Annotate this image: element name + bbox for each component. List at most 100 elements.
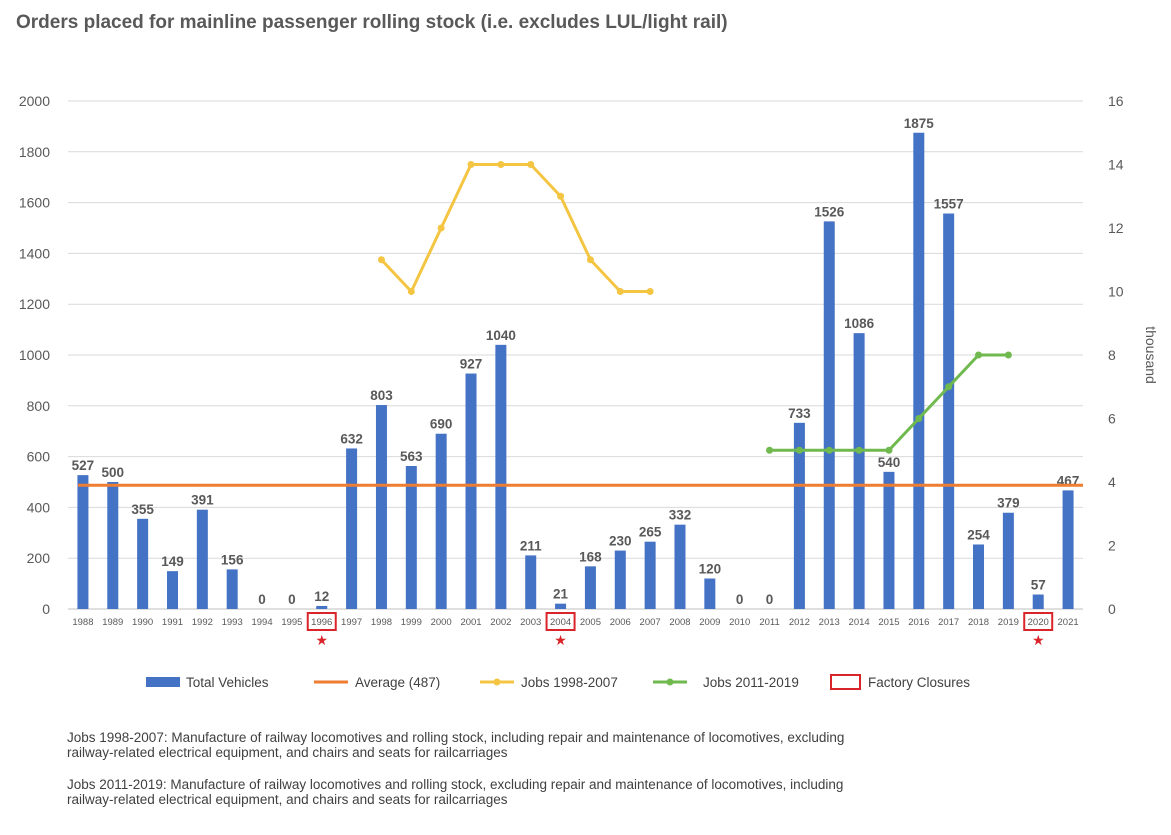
bar-2019: [1002, 512, 1014, 609]
x-tick-label-2009: 2009: [699, 617, 720, 628]
x-axis: 1988 1989 1990 1991 1992 1993 1994 1995 1996 ★ 199…: [72, 612, 1079, 649]
factory-closure-box-2020: [1023, 612, 1054, 631]
x-tick-label-2010: 2010: [729, 617, 750, 628]
left-tick-label: 1800: [19, 144, 50, 160]
x-tick-label-1995: 1995: [281, 617, 302, 628]
bar-2000: [435, 433, 447, 609]
factory-closure-star-2004: ★: [554, 633, 567, 649]
bar-label-2015: 540: [878, 455, 901, 470]
x-tick-label-2001: 2001: [460, 617, 481, 628]
right-tick-label: 2: [1108, 538, 1116, 554]
bar-2002: [495, 344, 507, 609]
x-tick-label-2021: 2021: [1058, 617, 1079, 628]
jobs-point-2017: [945, 383, 953, 391]
bar-label-1995: 0: [288, 592, 296, 607]
right-tick-label: 4: [1108, 474, 1116, 490]
x-tick-label-2002: 2002: [490, 617, 511, 628]
left-tick-label: 1600: [19, 195, 50, 211]
bar-label-1998: 803: [370, 388, 393, 403]
bar-label-2011: 0: [766, 592, 774, 607]
jobs-point-2007: [646, 288, 654, 295]
bar-label-1988: 527: [72, 458, 95, 473]
jobs-line-1: [380, 163, 651, 293]
jobs-point-2016: [915, 415, 923, 422]
x-tick-label-2019: 2019: [998, 617, 1019, 628]
bar-2008: [674, 524, 686, 609]
right-tick-label: 6: [1108, 411, 1116, 427]
x-tick-label-1989: 1989: [102, 617, 123, 628]
left-tick-label: 1000: [19, 347, 50, 363]
bar-2017: [943, 213, 955, 609]
x-tick-label-1991: 1991: [162, 617, 183, 628]
jobs-point-2002: [497, 161, 505, 168]
bar-label-1989: 500: [102, 465, 125, 480]
bar-label-2019: 379: [997, 496, 1020, 511]
footnote-jobs-2011-2019: Jobs 2011-2019: Manufacture of railway l…: [67, 777, 844, 807]
bar-1990: [137, 518, 149, 609]
left-tick-label: 2000: [19, 93, 50, 109]
bar-2013: [823, 221, 835, 609]
jobs-point-1999: [407, 288, 415, 295]
x-tick-label-2011: 2011: [759, 617, 779, 628]
bar-label-2020: 57: [1031, 578, 1046, 593]
bar-label-1994: 0: [258, 592, 266, 607]
left-tick-label: 1200: [19, 296, 50, 312]
legend-label-jobs-1: Jobs 1998-2007: [521, 675, 618, 690]
bar-label-1990: 355: [131, 502, 154, 517]
bar-2005: [584, 566, 596, 609]
x-tick-label-1994: 1994: [251, 617, 272, 628]
x-tick-label-2020: 2020: [1028, 617, 1049, 628]
grid: [68, 100, 1083, 610]
jobs-point-2012: [795, 446, 803, 454]
legend-marker-jobs-2: [666, 678, 674, 686]
legend-swatch-total-vehicles: [146, 677, 180, 687]
x-tick-label-1998: 1998: [371, 617, 392, 628]
x-tick-label-2017: 2017: [938, 617, 959, 628]
bar-label-2008: 332: [669, 508, 692, 523]
factory-closure-star-2020: ★: [1032, 633, 1045, 649]
right-axis: 0 2 4 6 8 10 12 14 16 thousand: [1108, 93, 1159, 617]
legend-label-total-vehicles: Total Vehicles: [186, 675, 269, 690]
jobs-point-2013: [825, 446, 833, 454]
bar-2020: [1032, 594, 1044, 609]
factory-closure-box-2004: [545, 612, 576, 631]
jobs-point-2000: [437, 224, 445, 232]
jobs-point-2018: [975, 351, 983, 359]
right-tick-label: 0: [1108, 601, 1116, 617]
bar-1997: [346, 448, 358, 609]
bar-label-1996: 12: [314, 589, 329, 604]
right-axis-label: thousand: [1143, 326, 1159, 384]
bar-label-2012: 733: [788, 406, 811, 421]
x-tick-label-2018: 2018: [968, 617, 989, 628]
bars: 527 500 355 149 391 156 0 0 12 632 803 563 690 927104…: [72, 116, 1079, 609]
jobs-point-2001: [467, 161, 475, 168]
bar-1996: [316, 605, 328, 609]
right-tick-label: 12: [1108, 220, 1124, 236]
bar-1988: [77, 475, 89, 609]
bar-2016: [913, 132, 925, 609]
legend-label-average: Average (487): [355, 675, 440, 690]
left-tick-label: 1400: [19, 245, 50, 261]
bar-2014: [853, 333, 865, 609]
left-tick-label: 600: [27, 449, 51, 465]
x-tick-label-2003: 2003: [520, 617, 541, 628]
bar-2021: [1062, 490, 1074, 609]
bar-1998: [375, 405, 387, 609]
bar-label-2018: 254: [967, 527, 990, 542]
bar-2004: [555, 603, 567, 609]
bar-2003: [525, 555, 537, 609]
jobs-point-2014: [855, 446, 863, 454]
bar-2015: [883, 471, 895, 609]
x-tick-label-2008: 2008: [669, 617, 690, 628]
left-tick-label: 200: [27, 550, 51, 566]
footnote-jobs-1998-2007: Jobs 1998-2007: Manufacture of railway l…: [67, 730, 845, 760]
bar-label-2014: 1086: [844, 316, 875, 331]
jobs-point-1998: [377, 256, 385, 264]
bar-label-1997: 632: [340, 431, 363, 446]
bar-label-1991: 149: [161, 554, 184, 569]
bar-1999: [405, 465, 417, 609]
legend-label-jobs-2: Jobs 2011-2019: [703, 675, 799, 690]
bar-1991: [166, 571, 178, 609]
lines: [78, 161, 1083, 487]
